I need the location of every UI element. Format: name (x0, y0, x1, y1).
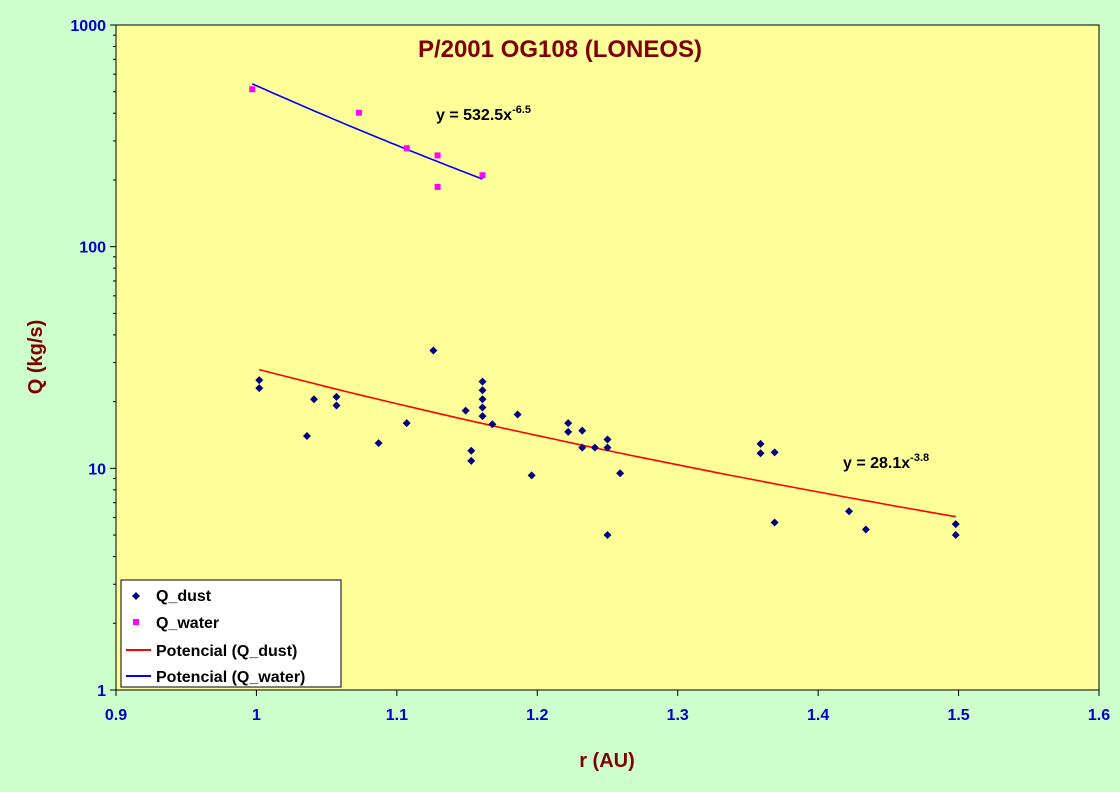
dust-point (564, 419, 573, 428)
water-point (434, 183, 441, 190)
dust-point (429, 346, 438, 355)
dust-point (461, 406, 470, 415)
chart-title: P/2001 OG108 (LONEOS) (418, 36, 702, 63)
dust-point (564, 427, 573, 436)
dust-point (332, 392, 341, 401)
x-tick-label: 1 (252, 707, 261, 724)
dust-point (255, 376, 264, 385)
water-point (355, 109, 362, 116)
legend-dust-label: Q_dust (156, 588, 212, 605)
axis-ticks: 0.9 1 1.1 1.2 1.3 1.4 1.5 1.6 1 10 100 1000 (70, 18, 1110, 724)
dust-point (603, 435, 612, 444)
water-point (434, 152, 441, 159)
dust-point (467, 446, 476, 455)
dust-point (770, 448, 779, 457)
water-point (479, 172, 486, 179)
dust-point (467, 456, 476, 465)
y-tick-label: 1 (97, 683, 106, 700)
dust-point (861, 525, 870, 534)
dust-point (478, 412, 487, 421)
legend-water-marker (133, 619, 139, 625)
dust-point (756, 439, 765, 448)
dust-point (332, 401, 341, 410)
legend: Q_dust Q_water Potencial (Q_dust) Potenc… (120, 579, 342, 688)
legend-dust-marker (132, 592, 140, 600)
y-tick-label: 10 (88, 461, 106, 478)
dust-fit-equation: y = 28.1x-3.8 (843, 452, 929, 472)
data-points (249, 86, 960, 540)
dust-point (756, 449, 765, 458)
x-tick-label: 1.3 (667, 707, 689, 724)
dust-point (513, 410, 522, 419)
y-tick-label: 100 (79, 240, 106, 257)
x-axis-title: r (AU) (579, 750, 635, 772)
water-fit-equation: y = 532.5x-6.5 (436, 104, 531, 124)
dust-point (402, 419, 411, 428)
dust-point (310, 395, 319, 404)
dust-point (478, 403, 487, 412)
dust-point (527, 471, 536, 480)
x-tick-label: 1.5 (947, 707, 969, 724)
x-tick-label: 1.2 (526, 707, 548, 724)
legend-dust-fit-label: Potencial (Q_dust) (156, 643, 297, 660)
dust-point (478, 377, 487, 386)
dust-point (603, 443, 612, 452)
legend-water-label: Q_water (156, 615, 219, 632)
x-tick-label: 0.9 (105, 707, 127, 724)
water-point (403, 145, 410, 152)
water-fit-line (251, 83, 483, 180)
dust-point (478, 395, 487, 404)
dust-point (616, 469, 625, 478)
dust-point (255, 384, 264, 393)
dust-point (302, 431, 311, 440)
y-axis-title: Q (kg/s) (25, 320, 47, 394)
plot-area (115, 24, 1100, 691)
dust-point (578, 443, 587, 452)
x-tick-label: 1.4 (807, 707, 829, 724)
x-tick-label: 1.1 (386, 707, 408, 724)
dust-point (951, 520, 960, 529)
dust-point (374, 439, 383, 448)
dust-point (590, 443, 599, 452)
dust-point (478, 386, 487, 395)
water-point (249, 86, 256, 93)
dust-point (578, 426, 587, 435)
y-tick-label: 1000 (70, 18, 106, 35)
dust-point (845, 507, 854, 516)
dust-point (951, 531, 960, 540)
x-tick-label: 1.6 (1088, 707, 1110, 724)
dust-point (603, 531, 612, 540)
dust-point (770, 518, 779, 527)
dust-point (488, 420, 497, 429)
legend-water-fit-label: Potencial (Q_water) (156, 669, 305, 686)
